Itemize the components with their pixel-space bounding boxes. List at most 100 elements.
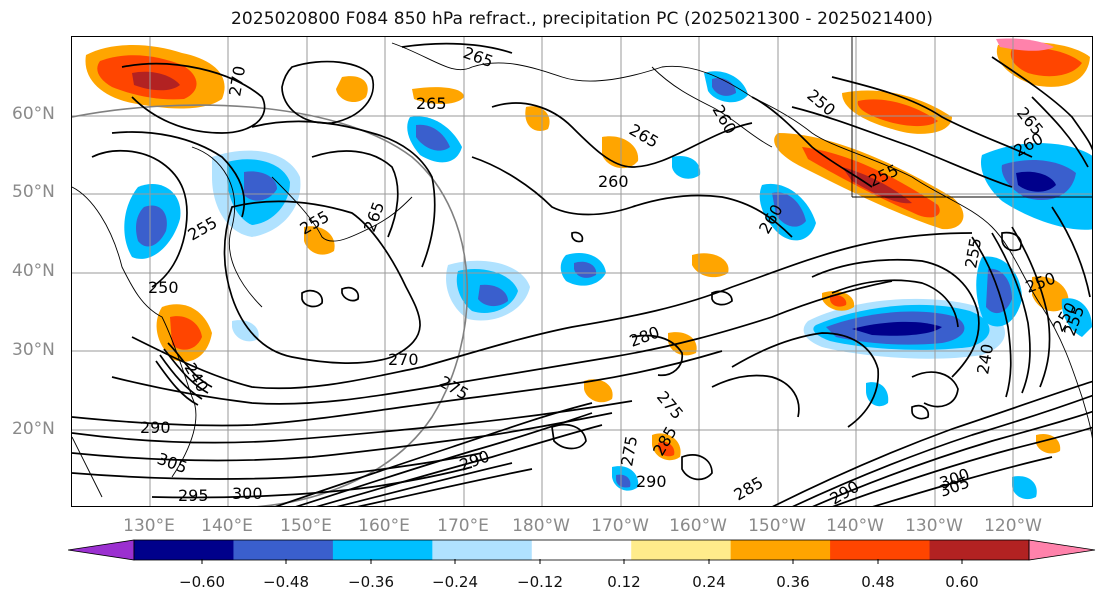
colorbar-tick-label: 0.48 xyxy=(861,573,895,591)
colorbar-tick-label: −0.12 xyxy=(517,573,563,591)
contour-label: 295 xyxy=(178,486,209,505)
shade-kamchatka-orange xyxy=(412,87,464,104)
contour-label: 305 xyxy=(155,449,190,477)
contour-label: 290 xyxy=(140,418,171,437)
lat-label-20n: 20°N xyxy=(12,419,55,439)
shade-hawaii-red xyxy=(658,441,675,457)
lat-label-60n: 60°N xyxy=(12,104,55,124)
contour-label: 290 xyxy=(636,472,667,491)
lon-label-130e: 130°E xyxy=(123,516,175,536)
contour-label: 285 xyxy=(731,473,767,505)
shade-japan-blue xyxy=(232,320,259,342)
colorbar-ticks xyxy=(201,559,963,564)
shade-kuril-royal xyxy=(244,171,277,201)
contour-label: 250 xyxy=(148,278,179,297)
contour-label: 265 xyxy=(360,199,388,234)
shade-ne-red xyxy=(1010,47,1082,77)
colorbar-segment xyxy=(830,540,931,560)
lon-label-120w: 120°W xyxy=(984,516,1042,536)
contour-label: 280 xyxy=(627,322,662,350)
colorbar-segment xyxy=(432,540,533,560)
shade-aleut-orange1 xyxy=(525,106,550,131)
contour-label: 240 xyxy=(973,342,997,375)
lat-label-30n: 30°N xyxy=(12,340,55,360)
colorbar-segments xyxy=(68,539,1096,561)
shade-bc-navy xyxy=(1016,171,1056,192)
lat-label-50n: 50°N xyxy=(12,182,55,202)
shade-trop-orange1 xyxy=(584,379,613,403)
shade-aleut-orange2 xyxy=(602,136,639,169)
lon-label-130w: 130°W xyxy=(905,516,963,536)
shade-aleut-orange3 xyxy=(692,253,729,278)
shade-kamchatka-royal xyxy=(416,124,450,151)
shade-okhotsk-orange xyxy=(336,76,368,103)
shade-midlat-red xyxy=(830,294,847,307)
shade-canada-red xyxy=(857,99,938,127)
refractivity-contours xyxy=(72,42,1092,506)
contour-label: 290 xyxy=(457,446,492,474)
colorbar-tick-label: −0.60 xyxy=(179,573,225,591)
lon-label-140w: 140°W xyxy=(826,516,884,536)
lon-label-140e: 140°E xyxy=(201,516,253,536)
colorbar-tick-label: 0.12 xyxy=(607,573,641,591)
lon-label-180w: 180°W xyxy=(512,516,570,536)
colorbar-tick-label: 0.24 xyxy=(692,573,726,591)
shade-baja-blue xyxy=(1061,298,1092,337)
shade-ne-pink xyxy=(996,38,1054,51)
map-canvas: 265 270 265 250 265 260 255 260 265 260 … xyxy=(72,37,1092,507)
contour-labels: 265 270 265 250 265 260 255 260 265 260 … xyxy=(140,43,1088,507)
shade-sea-orange xyxy=(304,226,335,255)
colorbar-segment xyxy=(730,540,831,560)
colorbar-segment xyxy=(631,540,732,560)
contour-label: 300 xyxy=(232,484,263,503)
shade-okhotsk-royal xyxy=(136,205,167,247)
contour-label: 250 xyxy=(803,86,839,120)
contour-label: 270 xyxy=(225,64,249,97)
shade-siberia-darkred xyxy=(132,71,180,91)
colorbar-tick-label: 0.60 xyxy=(945,573,979,591)
contour-label: 265 xyxy=(416,94,447,113)
colorbar-segment xyxy=(929,540,1030,560)
colorbar-tick-label: −0.36 xyxy=(348,573,394,591)
shade-baja-orange xyxy=(1032,276,1069,312)
contour-label: 255 xyxy=(185,213,221,245)
colorbar-segment xyxy=(332,540,433,560)
shade-trop-orange2 xyxy=(668,332,697,356)
shade-trop-blue3 xyxy=(1012,476,1037,500)
map-title: 2025020800 F084 850 hPa refract., precip… xyxy=(231,9,933,29)
colorbar-segment xyxy=(134,540,234,560)
contour-label: 260 xyxy=(709,102,741,138)
shading-layer xyxy=(85,38,1092,500)
lon-label-170w: 170°W xyxy=(591,516,649,536)
colorbar-segment xyxy=(233,540,334,560)
colorbar-tick-label: −0.24 xyxy=(432,573,478,591)
colorbar-extend-high xyxy=(1028,539,1096,561)
shade-gulf-royal xyxy=(772,192,806,227)
contour-label: 275 xyxy=(617,434,641,467)
shade-dateline-royal xyxy=(574,261,597,278)
map-panel: 265 270 265 250 265 260 255 260 265 260 … xyxy=(71,36,1093,507)
lon-label-150w: 150°W xyxy=(748,516,806,536)
colorbar xyxy=(68,539,1096,564)
contour-label: 260 xyxy=(598,172,629,191)
shade-trop-royal xyxy=(616,474,631,488)
shade-bering-blue xyxy=(672,155,701,179)
colorbar-extend-low xyxy=(68,539,135,561)
contour-label: 275 xyxy=(653,387,687,423)
colorbar-outline xyxy=(133,539,1030,561)
lon-label-150e: 150°E xyxy=(280,516,332,536)
lon-label-160w: 160°W xyxy=(669,516,727,536)
contour-label: 270 xyxy=(388,350,419,369)
colorbar-segment xyxy=(531,540,632,560)
contour-label: 290 xyxy=(827,477,863,507)
colorbar-tick-label: −0.48 xyxy=(263,573,309,591)
shade-central-royal xyxy=(478,284,508,307)
lon-label-170e: 170°E xyxy=(437,516,489,536)
lat-label-40n: 40°N xyxy=(12,261,55,281)
graticule xyxy=(72,37,1092,506)
lon-label-160e: 160°E xyxy=(358,516,410,536)
shade-japan-red2 xyxy=(170,316,202,350)
shade-alaska-royal xyxy=(712,77,736,96)
colorbar-tick-label: 0.36 xyxy=(776,573,810,591)
shade-nep-navy xyxy=(852,321,942,336)
